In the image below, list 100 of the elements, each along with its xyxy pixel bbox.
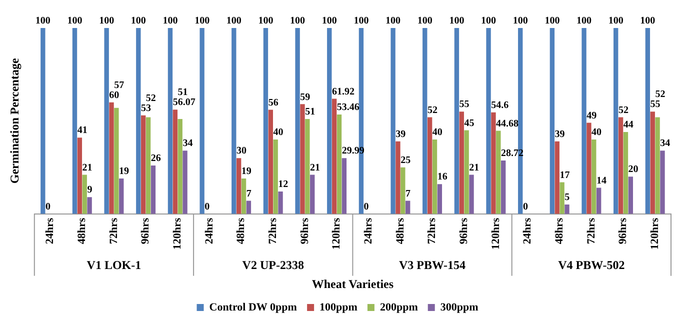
data-label: 55 bbox=[650, 99, 660, 110]
data-label: 100 bbox=[640, 16, 656, 27]
x-tick-label: 24hrs bbox=[522, 217, 534, 244]
x-tick-label: 24hrs bbox=[203, 217, 216, 244]
x-tick-label: 72hrs bbox=[266, 217, 279, 244]
data-label: 5 bbox=[564, 192, 570, 204]
bar bbox=[150, 166, 156, 214]
text: V3 PBW-154 bbox=[398, 258, 466, 272]
data-label: 100 bbox=[162, 16, 178, 27]
data-label: 0 bbox=[522, 201, 528, 212]
data-label: 54.6 bbox=[491, 100, 509, 111]
bar bbox=[310, 174, 315, 214]
bar bbox=[82, 174, 87, 214]
data-label: 51 bbox=[305, 106, 316, 118]
bar bbox=[77, 138, 82, 214]
data-label: 52 bbox=[427, 104, 438, 116]
bar bbox=[560, 182, 564, 214]
x-tick-label: 24hrs bbox=[44, 217, 56, 244]
bar bbox=[650, 112, 655, 214]
text: V2 UP-2338 bbox=[242, 258, 304, 272]
bar bbox=[236, 158, 242, 214]
data-label: 14 bbox=[596, 175, 606, 186]
bar bbox=[500, 160, 506, 214]
bar bbox=[655, 117, 660, 214]
data-label: 100 bbox=[35, 16, 50, 27]
data-label: 52 bbox=[146, 92, 156, 104]
bar bbox=[263, 28, 268, 214]
y-axis-title: Germination Percentage bbox=[7, 58, 22, 184]
bar bbox=[427, 117, 432, 214]
x-tick-label: 96hrs bbox=[617, 217, 630, 244]
x-axis-title: Wheat Varieties bbox=[312, 276, 394, 291]
bar bbox=[182, 150, 188, 214]
data-label: 30 bbox=[236, 146, 246, 157]
data-label: 100 bbox=[544, 16, 560, 27]
data-label: 100 bbox=[481, 16, 496, 27]
bar bbox=[246, 200, 252, 214]
legend-label: Control DW 0ppm bbox=[209, 301, 297, 314]
data-label: 51 bbox=[178, 87, 188, 98]
data-label: 52 bbox=[655, 89, 666, 100]
x-tick-label: 48hrs bbox=[235, 217, 248, 244]
data-label: 16 bbox=[437, 172, 448, 183]
x-tick-label: 120hrs bbox=[648, 217, 661, 250]
bar bbox=[660, 150, 665, 214]
text: V4 PBW-502 bbox=[558, 258, 625, 272]
data-label: 100 bbox=[290, 16, 306, 27]
bar bbox=[645, 28, 650, 214]
data-label: 20 bbox=[628, 164, 638, 176]
data-label: 61.92 bbox=[332, 86, 354, 98]
data-label: 21 bbox=[82, 162, 92, 174]
data-label: 7 bbox=[246, 188, 252, 200]
data-label: 100 bbox=[322, 16, 337, 27]
bar bbox=[168, 28, 173, 214]
bar bbox=[332, 98, 337, 214]
bar bbox=[146, 117, 151, 214]
data-label: 21 bbox=[310, 162, 320, 174]
bar bbox=[618, 117, 624, 214]
bar bbox=[496, 130, 501, 214]
bar bbox=[300, 104, 305, 214]
bar bbox=[486, 28, 491, 214]
data-label: 40 bbox=[432, 127, 442, 138]
data-label: 52 bbox=[618, 104, 628, 116]
data-label: 26 bbox=[150, 153, 161, 164]
data-label: 21 bbox=[469, 162, 480, 174]
data-label: 100 bbox=[226, 16, 242, 27]
data-label: 100 bbox=[354, 16, 369, 27]
bar bbox=[87, 197, 92, 214]
data-label: 0 bbox=[364, 201, 369, 212]
x-tick-label: 120hrs bbox=[490, 217, 502, 250]
bar bbox=[72, 28, 78, 214]
data-label: 34 bbox=[660, 138, 670, 150]
data-label: 44 bbox=[623, 120, 634, 131]
data-label: 19 bbox=[241, 166, 252, 178]
data-label: 100 bbox=[67, 16, 82, 27]
bar bbox=[437, 184, 442, 214]
bar bbox=[342, 158, 347, 214]
bar bbox=[400, 167, 406, 214]
bar bbox=[469, 174, 474, 214]
bar bbox=[232, 28, 236, 214]
data-label: 53.46 bbox=[336, 102, 360, 114]
bar bbox=[305, 119, 310, 214]
data-label: 55 bbox=[459, 99, 470, 110]
data-label: 100 bbox=[258, 16, 274, 27]
x-tick-label: 48hrs bbox=[394, 217, 406, 244]
bar bbox=[40, 28, 46, 214]
bar bbox=[278, 192, 283, 214]
bar bbox=[327, 28, 332, 214]
x-tick-label: 24hrs bbox=[362, 217, 374, 244]
bar bbox=[268, 110, 273, 214]
data-label: 45 bbox=[464, 118, 474, 129]
data-label: 49 bbox=[586, 110, 597, 122]
bar bbox=[623, 132, 628, 214]
bar bbox=[406, 200, 410, 214]
data-label: 19 bbox=[119, 166, 130, 178]
x-tick-label: 120hrs bbox=[330, 217, 343, 250]
data-label: 7 bbox=[406, 188, 410, 200]
x-tick-label: 72hrs bbox=[426, 217, 438, 244]
legend-label: 100ppm bbox=[320, 301, 358, 314]
bar bbox=[628, 176, 633, 214]
legend-label: 300ppm bbox=[440, 301, 478, 314]
data-label: 53 bbox=[140, 102, 151, 114]
